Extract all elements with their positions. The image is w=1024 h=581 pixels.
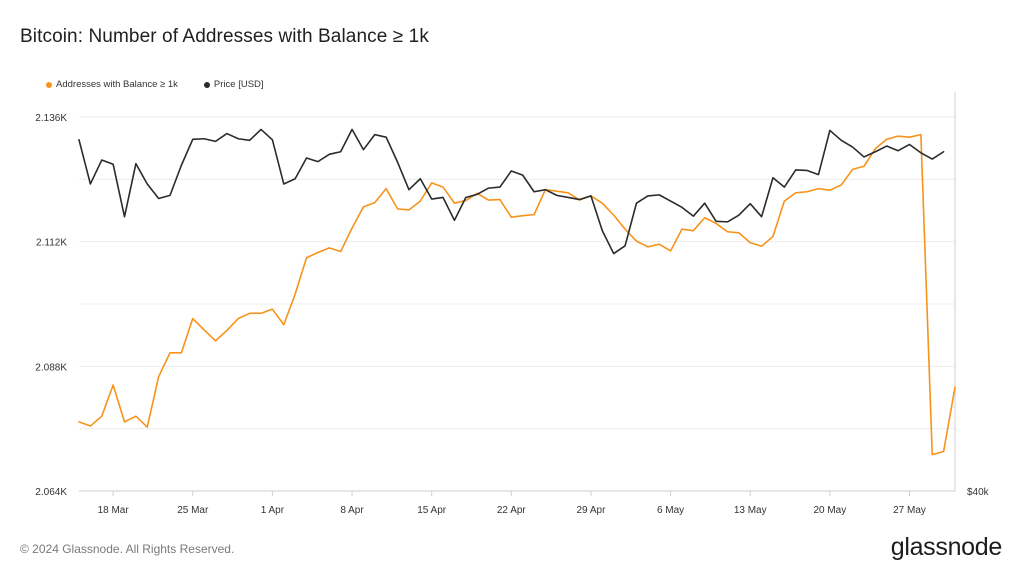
x-tick-label: 6 May bbox=[657, 505, 684, 516]
y-tick-label: 2.088K bbox=[35, 362, 67, 373]
glassnode-logo: glassnode bbox=[890, 533, 1003, 561]
x-tick-label: 8 Apr bbox=[340, 505, 364, 516]
x-tick-label: 18 Mar bbox=[98, 505, 130, 516]
legend-label-price: Price [USD] bbox=[213, 79, 264, 90]
copyright-text: © 2024 Glassnode. All Rights Reserved. bbox=[20, 542, 235, 556]
x-tick-label: 15 Apr bbox=[417, 505, 447, 516]
x-tick-label: 27 May bbox=[893, 505, 926, 516]
y-tick-label: 2.112K bbox=[36, 238, 67, 249]
x-tick-label: 1 Apr bbox=[261, 505, 285, 516]
legend-item-price[interactable]: Price [USD] bbox=[203, 79, 264, 90]
legend-swatch-price bbox=[203, 81, 210, 88]
series-line-price bbox=[78, 128, 945, 255]
legend-label-addresses: Addresses with Balance ≥ 1k bbox=[56, 79, 178, 90]
y-right-tick-label: $40k bbox=[967, 487, 990, 498]
chart-title: Bitcoin: Number of Addresses with Balanc… bbox=[20, 26, 429, 47]
x-tick-label: 20 May bbox=[813, 505, 846, 516]
legend-item-addresses[interactable]: Addresses with Balance ≥ 1k bbox=[46, 79, 178, 90]
chart-legend: Addresses with Balance ≥ 1k Price [USD] bbox=[46, 79, 264, 90]
x-tick-label: 13 May bbox=[734, 505, 767, 516]
series-line-addresses bbox=[78, 133, 956, 456]
y-tick-label: 2.136K bbox=[35, 113, 67, 124]
x-tick-label: 25 Mar bbox=[177, 505, 209, 516]
legend-swatch-addresses bbox=[46, 81, 52, 88]
x-tick-label: 29 Apr bbox=[576, 505, 606, 516]
y-tick-label: 2.064K bbox=[35, 487, 67, 498]
x-tick-label: 22 Apr bbox=[497, 505, 527, 516]
